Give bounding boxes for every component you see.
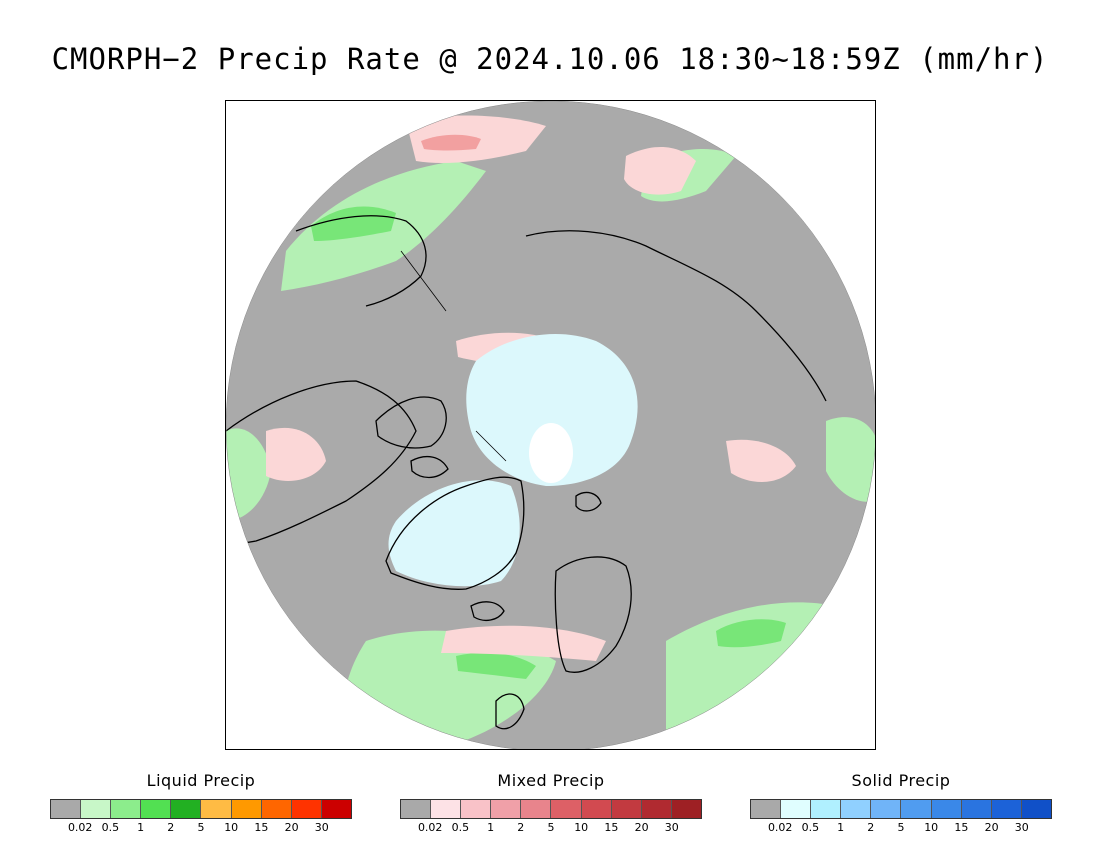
legend-swatch: [641, 800, 672, 818]
legend-solid-title: Solid Precip: [851, 771, 951, 790]
map-panel: [225, 100, 876, 750]
mixed-precip-band-south: [441, 625, 606, 661]
coastline-canadian-archipelago: [375, 396, 449, 479]
legend-swatch: [291, 800, 322, 818]
legend-tick-label: 1: [487, 821, 495, 834]
legend-tick-label: 1: [837, 821, 845, 834]
legend-swatch: [551, 800, 582, 818]
coastline-eurasia-north: [525, 230, 827, 402]
legend-swatch: [991, 800, 1022, 818]
legend-swatch: [961, 800, 992, 818]
polar-precip-map: [226, 101, 875, 749]
liquid-precip-area-west: [226, 428, 271, 521]
legend-tick-label: 2: [867, 821, 875, 834]
mixed-precip-streak-northwest: [421, 134, 481, 151]
border-arctic-line: [475, 430, 507, 462]
legend-liquid: Liquid Precip 0.02 0.5 1 2 5 10 15 20 30: [50, 770, 352, 835]
legend-swatch: [431, 800, 462, 818]
legend-tick-label: 0.5: [451, 821, 470, 834]
legend-swatch: [671, 800, 701, 818]
legend-tick-label: 0.02: [67, 821, 93, 834]
mixed-precip-area-west: [266, 427, 326, 481]
coastline-alaska: [295, 215, 427, 307]
coastlines: [226, 215, 827, 730]
legend-swatch: [321, 800, 351, 818]
legend-tick-label: 15: [604, 821, 619, 834]
legend-tick-label: 10: [224, 821, 239, 834]
legend-swatch: [401, 800, 432, 818]
legend-swatch: [751, 800, 782, 818]
legend-mixed-title: Mixed Precip: [497, 771, 605, 790]
legend-tick-label: 20: [984, 821, 999, 834]
legend-liquid-ticks: 0.02 0.5 1 2 5 10 15 20 30: [50, 821, 352, 835]
legend-tick-label: 5: [197, 821, 205, 834]
legend-liquid-title: Liquid Precip: [146, 771, 256, 790]
map-disc: [226, 101, 875, 749]
legend-tick-label: 20: [634, 821, 649, 834]
mixed-precip-area-east: [726, 439, 796, 483]
legend-swatch: [231, 800, 262, 818]
legend-swatch: [491, 800, 522, 818]
coastline-iceland: [470, 601, 505, 622]
liquid-precip-area-east: [826, 417, 875, 502]
liquid-precip-band-northwest: [311, 206, 396, 241]
legend-tick-label: 20: [284, 821, 299, 834]
legend-tick-label: 10: [924, 821, 939, 834]
legend-swatch: [171, 800, 202, 818]
coastline-greenland: [385, 476, 525, 590]
legend-tick-label: 0.02: [417, 821, 443, 834]
legend-tick-label: 30: [1014, 821, 1029, 834]
legend-swatch: [1021, 800, 1051, 818]
legend-swatch: [811, 800, 842, 818]
coastline-svalbard: [575, 491, 602, 512]
legend-mixed-colorbar: [400, 799, 702, 819]
legend-swatch: [111, 800, 142, 818]
legend-swatch: [611, 800, 642, 818]
border-alaska-canada: [400, 250, 447, 312]
pole-no-data-area: [529, 423, 573, 483]
liquid-precip-band-south: [456, 652, 536, 679]
legend-tick-label: 15: [254, 821, 269, 834]
legend-tick-label: 0.5: [801, 821, 820, 834]
legend-swatch: [931, 800, 962, 818]
legend-swatch: [51, 800, 82, 818]
legend-tick-label: 0.02: [767, 821, 793, 834]
legend-swatch: [841, 800, 872, 818]
coastline-scandinavia: [554, 556, 632, 673]
legend-tick-label: 30: [314, 821, 329, 834]
coastline-british-isles: [495, 693, 525, 730]
legend-tick-label: 2: [517, 821, 525, 834]
legend-tick-label: 30: [664, 821, 679, 834]
legend-tick-label: 1: [137, 821, 145, 834]
solid-precip-arctic-basin: [466, 333, 638, 486]
solid-precip-greenland: [388, 480, 520, 587]
legend-tick-label: 5: [897, 821, 905, 834]
liquid-precip-band-southeast: [716, 619, 786, 648]
legend-liquid-colorbar: [50, 799, 352, 819]
page-title: CMORPH−2 Precip Rate @ 2024.10.06 18:30~…: [51, 42, 1049, 76]
legend-solid: Solid Precip 0.02 0.5 1 2 5 10 15 20 30: [750, 770, 1052, 835]
coastline-north-america: [226, 380, 417, 547]
legend-swatch: [901, 800, 932, 818]
legend-swatch: [871, 800, 902, 818]
legend-mixed-ticks: 0.02 0.5 1 2 5 10 15 20 30: [400, 821, 702, 835]
legend-swatch: [81, 800, 112, 818]
legend-swatch: [461, 800, 492, 818]
legend-swatch: [201, 800, 232, 818]
legend-solid-ticks: 0.02 0.5 1 2 5 10 15 20 30: [750, 821, 1052, 835]
legend-swatch: [781, 800, 812, 818]
legend-solid-colorbar: [750, 799, 1052, 819]
legend-tick-label: 0.5: [101, 821, 120, 834]
legend-tick-label: 10: [574, 821, 589, 834]
mixed-precip-area-northeast: [624, 146, 696, 195]
legend-swatch: [521, 800, 552, 818]
legend-swatch: [141, 800, 172, 818]
legend-tick-label: 15: [954, 821, 969, 834]
legend-swatch: [581, 800, 612, 818]
legend-tick-label: 5: [547, 821, 555, 834]
legend-swatch: [261, 800, 292, 818]
legend-mixed: Mixed Precip 0.02 0.5 1 2 5 10 15 20 30: [400, 770, 702, 835]
legend-tick-label: 2: [167, 821, 175, 834]
